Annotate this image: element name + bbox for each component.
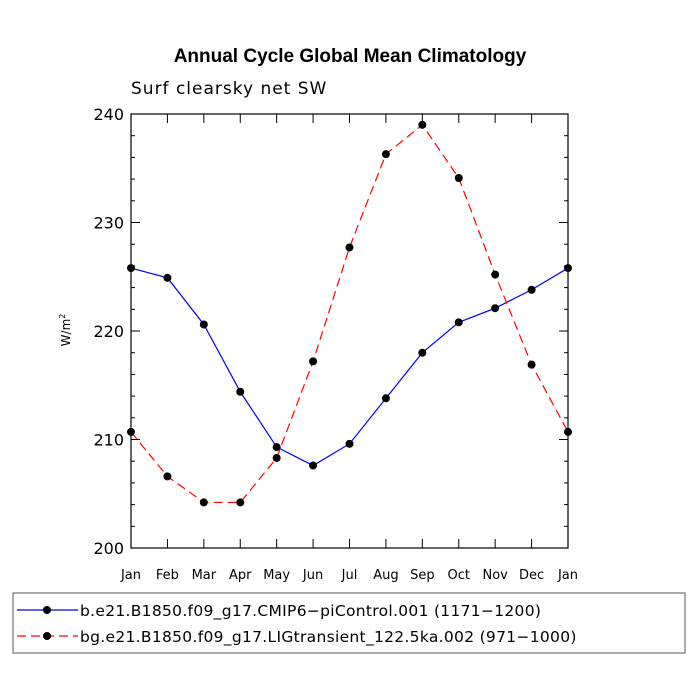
y-tick-label: 210 <box>93 431 124 450</box>
legend-label-2: bg.e21.B1850.f09_g17.LIGtransient_122.5k… <box>80 628 577 647</box>
x-tick-label: Jul <box>341 568 358 583</box>
x-tick-label: Aug <box>373 568 398 583</box>
series-1-point <box>309 461 318 470</box>
y-axis-label: W/m2 <box>58 314 73 347</box>
x-tick-label: May <box>263 568 290 583</box>
series-1-point <box>199 320 208 329</box>
series-1-point <box>527 285 536 294</box>
x-tick-label: Jan <box>120 568 141 583</box>
series-1-point <box>454 318 463 327</box>
legend: b.e21.B1850.f09_g17.CMIP6−piControl.001 … <box>17 602 577 647</box>
x-tick-label: Feb <box>156 568 179 583</box>
x-tick-label: Dec <box>519 568 544 583</box>
series-1-point <box>272 443 281 452</box>
x-tick-label: Jan <box>557 568 578 583</box>
series-1-point <box>418 348 427 357</box>
series-2-point <box>163 472 172 481</box>
x-tick-label: Apr <box>229 568 252 583</box>
y-axis-label-unit: W/m <box>59 319 73 347</box>
series-2-point <box>527 360 536 369</box>
legend-marker-2 <box>43 632 51 640</box>
series-2-point <box>309 357 318 366</box>
series-line-1 <box>130 267 569 467</box>
series-2-point <box>564 427 572 436</box>
series-1-point <box>236 387 245 396</box>
legend-label-1: b.e21.B1850.f09_g17.CMIP6−piControl.001 … <box>80 602 541 621</box>
y-tick-label: 240 <box>93 105 124 124</box>
series-2-point <box>127 427 135 436</box>
series-2-point <box>236 498 245 507</box>
x-tick-label: Nov <box>482 568 508 583</box>
y-tick-label: 220 <box>93 322 124 341</box>
series-1-point <box>381 394 390 403</box>
x-tick-label: Oct <box>448 568 470 583</box>
series-2-point <box>454 174 463 183</box>
series-2-point <box>381 150 390 159</box>
series-1-point <box>163 273 172 282</box>
series-2-point <box>345 243 354 252</box>
x-tick-label: Jun <box>302 568 323 583</box>
series-1-point <box>127 264 135 273</box>
x-tick-label: Sep <box>410 568 435 583</box>
y-axis-label-superscript: 2 <box>58 314 67 319</box>
plot-frame <box>130 113 569 549</box>
series-1-point <box>345 439 354 448</box>
series-2-point <box>272 453 281 462</box>
series-2-point <box>199 498 208 507</box>
series-1-point <box>564 264 572 273</box>
plot-axes: 200 210 220 230 240 Jan Feb Mar Apr May Jun Jul Aug S… <box>93 105 578 583</box>
legend-box <box>12 592 686 654</box>
series-1-point <box>491 304 500 313</box>
y-tick-label: 230 <box>93 214 124 233</box>
chart-subtitle: Surf clearsky net SW <box>131 79 327 99</box>
chart-title: Annual Cycle Global Mean Climatology <box>174 46 527 67</box>
y-tick-label: 200 <box>93 539 124 558</box>
x-tick-label: Mar <box>192 568 217 583</box>
series-layer <box>127 120 572 507</box>
series-2-point <box>491 270 500 279</box>
legend-marker-1 <box>43 606 51 614</box>
series-2-point <box>418 120 427 129</box>
